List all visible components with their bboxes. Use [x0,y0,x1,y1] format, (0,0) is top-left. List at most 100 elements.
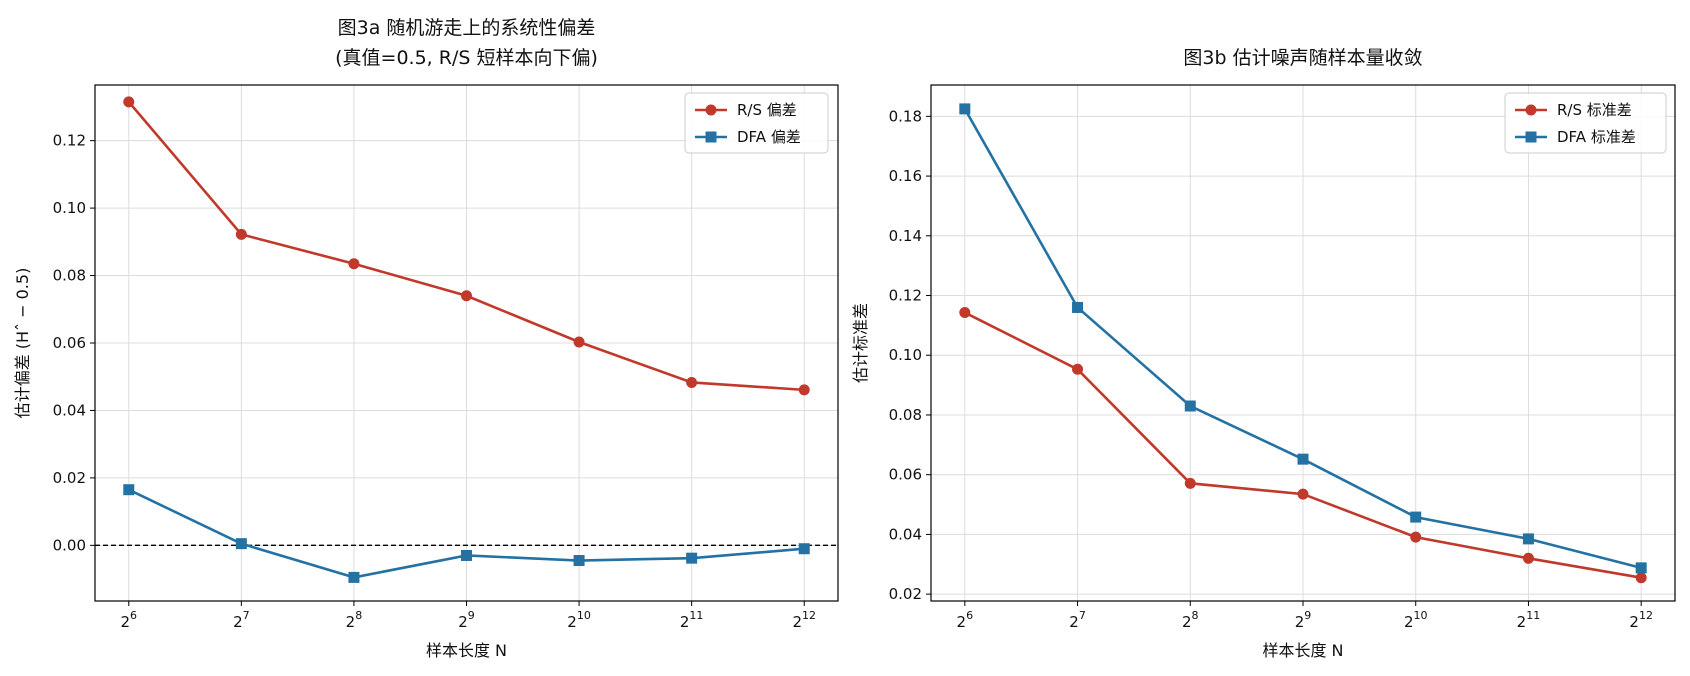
x-tick-base: 2 [233,613,243,631]
x-tick-base: 2 [957,613,967,631]
x-tick-exponent: 8 [1192,609,1199,622]
x-tick-base: 2 [1069,613,1079,631]
data-point [123,484,135,496]
data-point [1297,453,1309,465]
x-tick-label: 29 [1295,609,1312,631]
data-point [1635,572,1647,584]
y-tick-label: 0.08 [53,267,86,285]
data-point [348,258,360,270]
y-tick-label: 0.06 [53,334,86,352]
x-tick-exponent: 11 [689,609,703,622]
data-point [235,228,247,240]
x-axis-label: 样本长度 N [426,641,507,660]
x-tick-base: 2 [120,613,130,631]
legend-swatch-marker [705,104,717,116]
grid-lines [931,85,1675,601]
data-point [686,552,698,564]
chart-title-line: 图3b 估计噪声随样本量收敛 [1183,47,1422,69]
x-tick-label: 211 [680,609,704,631]
data-point [959,103,971,115]
y-tick-label: 0.18 [889,107,922,125]
x-tick-exponent: 8 [355,609,362,622]
x-tick-base: 2 [1517,613,1527,631]
data-point [1184,477,1196,489]
legend: R/S 偏差 DFA 偏差 [684,92,829,154]
y-tick-label: 0.14 [889,227,922,245]
x-tick-exponent: 7 [1079,609,1086,622]
data-point [1522,533,1534,545]
y-tick-label: 0.02 [889,585,922,603]
x-tick-base: 2 [792,613,802,631]
data-point [1410,511,1422,523]
x-tick-label: 26 [957,609,974,631]
y-tick-label: 0.12 [53,132,86,150]
legend-label: R/S 偏差 [737,101,797,119]
x-tick-exponent: 12 [802,609,816,622]
data-point [1635,562,1647,574]
data-point [1072,301,1084,313]
data-point [573,336,585,348]
x-tick-base: 2 [458,613,468,631]
data-point [348,571,360,583]
x-tick-base: 2 [1182,613,1192,631]
series-dfa [959,103,1647,574]
series-rs [959,307,1647,584]
x-tick-label: 28 [1182,609,1199,631]
y-tick-label: 0.08 [889,406,922,424]
x-tick-label: 210 [567,609,591,631]
y-tick-label: 0.16 [889,167,922,185]
x-tick-base: 2 [567,613,577,631]
data-point [1184,400,1196,412]
x-tick-label: 211 [1517,609,1541,631]
y-tick-label: 0.12 [889,287,922,305]
legend-label: DFA 偏差 [737,128,801,146]
x-tick-exponent: 12 [1639,609,1653,622]
x-tick-label: 26 [120,609,137,631]
data-point [1297,488,1309,500]
x-tick-exponent: 9 [468,609,475,622]
y-axis-label: 估计偏差 (Hˆ − 0.5) [13,268,32,419]
series-dfa [123,484,810,583]
x-tick-label: 212 [1629,609,1653,631]
data-point [1522,552,1534,564]
data-point [1072,363,1084,375]
data-point [123,96,135,108]
data-point [461,290,472,302]
legend-label: R/S 标准差 [1557,101,1632,119]
x-tick-base: 2 [1629,613,1639,631]
x-tick-exponent: 6 [966,609,973,622]
x-tick-label: 28 [346,609,363,631]
data-point [798,543,810,555]
y-tick-label: 0.04 [53,401,86,419]
y-tick-label: 0.06 [889,466,922,484]
x-tick-label: 210 [1404,609,1428,631]
grid-lines [95,85,838,601]
legend-swatch-marker [705,131,717,143]
y-axis-label: 估计标准差 [851,303,870,383]
x-tick-label: 212 [792,609,816,631]
legend-swatch-marker [1525,131,1537,143]
x-tick-exponent: 6 [130,609,137,622]
data-point [461,549,472,561]
x-tick-label: 29 [458,609,475,631]
x-tick-exponent: 7 [243,609,250,622]
data-point [1410,531,1422,543]
x-tick-label: 27 [233,609,250,631]
x-tick-base: 2 [1404,613,1414,631]
data-point [573,555,585,567]
data-point [959,307,971,319]
x-axis-label: 样本长度 N [1262,641,1343,660]
legend-label: DFA 标准差 [1557,128,1636,146]
x-tick-exponent: 9 [1304,609,1311,622]
chart-title-line: 图3a 随机游走上的系统性偏差 [338,17,596,39]
y-tick-label: 0.04 [889,525,922,543]
y-tick-label: 0.00 [53,536,86,554]
legend-swatch-marker [1525,104,1537,116]
legend: R/S 标准差 DFA 标准差 [1504,92,1667,154]
chart-title-line: (真值=0.5, R/S 短样本向下偏) [335,47,598,69]
x-tick-exponent: 10 [1414,609,1428,622]
x-tick-exponent: 10 [577,609,591,622]
